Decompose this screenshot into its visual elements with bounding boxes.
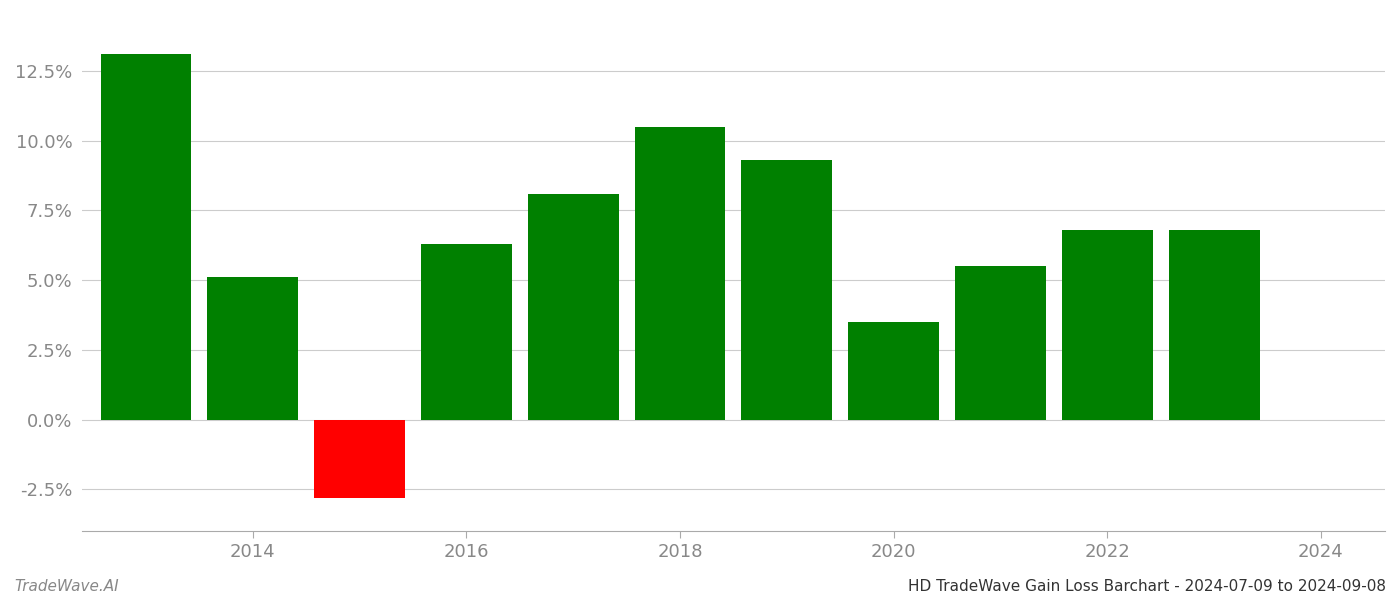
Bar xyxy=(1169,230,1260,419)
Bar xyxy=(421,244,512,419)
Text: TradeWave.AI: TradeWave.AI xyxy=(14,579,119,594)
Bar xyxy=(207,277,298,419)
Bar xyxy=(848,322,939,419)
Bar xyxy=(314,419,405,498)
Bar xyxy=(528,194,619,419)
Bar xyxy=(1063,230,1152,419)
Text: HD TradeWave Gain Loss Barchart - 2024-07-09 to 2024-09-08: HD TradeWave Gain Loss Barchart - 2024-0… xyxy=(909,579,1386,594)
Bar xyxy=(634,127,725,419)
Bar xyxy=(955,266,1046,419)
Bar xyxy=(742,160,832,419)
Bar xyxy=(101,54,192,419)
